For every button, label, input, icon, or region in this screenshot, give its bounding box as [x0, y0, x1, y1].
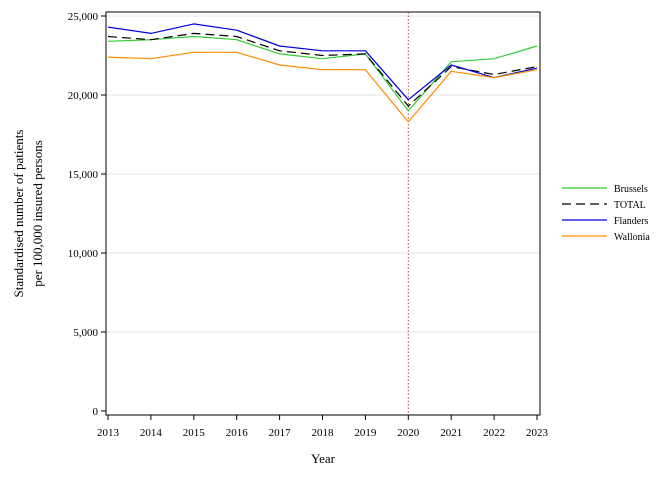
- y-tick-label: 25,000: [68, 11, 99, 23]
- x-tick-label: 2014: [140, 427, 163, 439]
- legend: Brussels TOTAL Flanders Wallonia: [562, 184, 650, 243]
- y-axis-title-line-1: Standardised number of patients: [11, 130, 26, 298]
- legend-label-total: TOTAL: [614, 200, 646, 211]
- x-tick-label: 2015: [183, 427, 206, 439]
- x-tick-label: 2020: [397, 427, 420, 439]
- series-line-total: [107, 32, 538, 107]
- y-axis-title-line-2: per 100,000 insured persons: [30, 140, 45, 287]
- x-tick-label: 2019: [354, 427, 377, 439]
- y-tick-label: 10,000: [68, 248, 99, 260]
- x-tick-label: 2018: [312, 427, 335, 439]
- y-tick-label: 5,000: [73, 327, 98, 339]
- axes: 0 5,000 10,000 15,000 20,000 25,000 2013 2014 20…: [68, 11, 549, 439]
- x-tick-label: 2017: [269, 427, 292, 439]
- x-tick-label: 2016: [226, 427, 249, 439]
- y-tick-label: 0: [93, 406, 99, 418]
- series-line-brussels: [107, 35, 538, 112]
- series-lines: [107, 23, 538, 123]
- x-tick-label: 2023: [526, 427, 549, 439]
- gridlines: [106, 15, 540, 333]
- series-line-flanders: [107, 23, 538, 101]
- legend-label-flanders: Flanders: [614, 216, 649, 227]
- legend-label-wallonia: Wallonia: [614, 232, 650, 243]
- x-tick-label: 2021: [440, 427, 462, 439]
- x-tick-label: 2022: [483, 427, 505, 439]
- y-tick-label: 20,000: [68, 90, 99, 102]
- legend-label-brussels: Brussels: [614, 184, 648, 195]
- series-line-wallonia: [107, 51, 538, 123]
- x-axis-title: Year: [311, 451, 336, 466]
- x-tick-label: 2013: [97, 427, 120, 439]
- y-tick-label: 15,000: [68, 169, 99, 181]
